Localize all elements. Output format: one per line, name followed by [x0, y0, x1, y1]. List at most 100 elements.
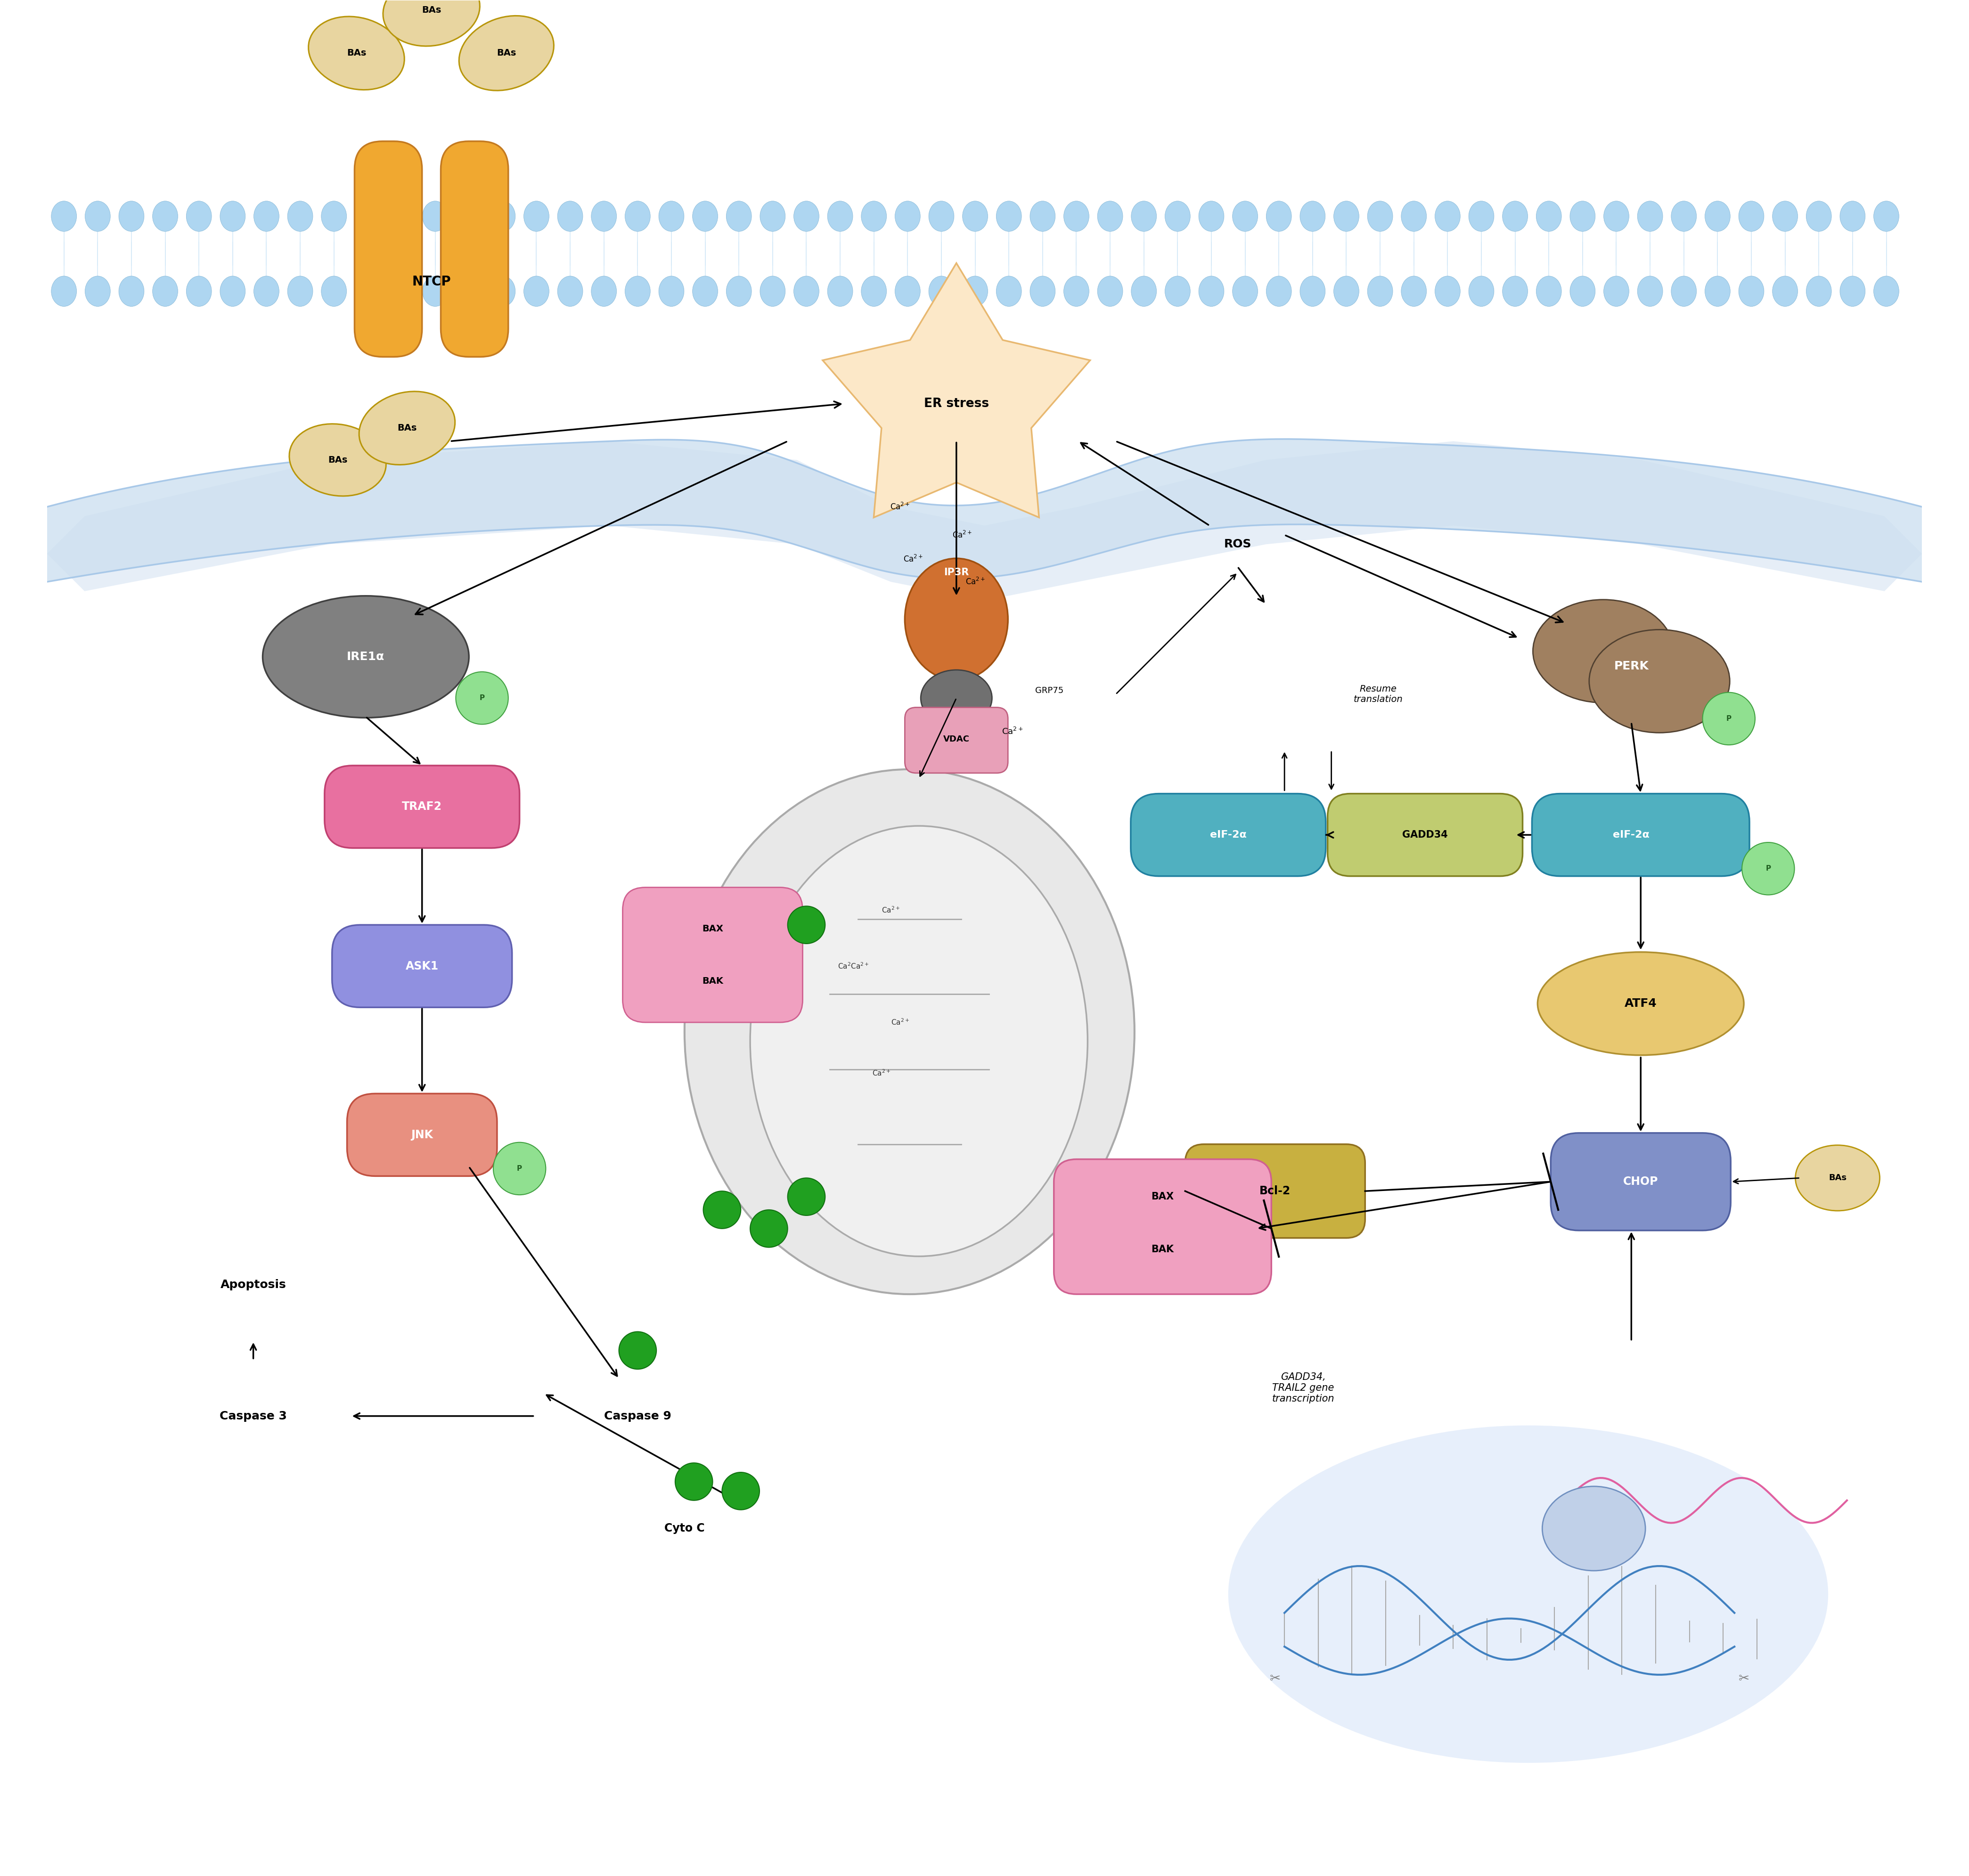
Text: ROS: ROS — [1225, 538, 1252, 550]
Text: BAs: BAs — [421, 6, 441, 15]
Ellipse shape — [557, 201, 583, 231]
Ellipse shape — [693, 276, 719, 306]
Ellipse shape — [1542, 1486, 1646, 1570]
Ellipse shape — [1806, 201, 1831, 231]
Text: Ca$^{2+}$: Ca$^{2+}$ — [882, 906, 900, 914]
Text: Resume
translation: Resume translation — [1353, 685, 1402, 704]
Ellipse shape — [152, 201, 177, 231]
Ellipse shape — [727, 276, 752, 306]
Text: Ca$^{2+}$: Ca$^{2+}$ — [872, 1069, 890, 1077]
Ellipse shape — [685, 769, 1134, 1294]
Ellipse shape — [1772, 276, 1798, 306]
Ellipse shape — [906, 559, 1008, 681]
Ellipse shape — [1536, 201, 1561, 231]
Text: ✂: ✂ — [1270, 1672, 1280, 1685]
Ellipse shape — [660, 276, 683, 306]
Ellipse shape — [1743, 842, 1794, 895]
Ellipse shape — [1300, 201, 1325, 231]
Ellipse shape — [1366, 276, 1392, 306]
FancyBboxPatch shape — [1552, 1133, 1731, 1231]
Ellipse shape — [1469, 276, 1494, 306]
Ellipse shape — [1603, 201, 1628, 231]
Ellipse shape — [321, 276, 347, 306]
Text: BAX: BAX — [703, 925, 723, 932]
Ellipse shape — [1266, 276, 1292, 306]
Text: Ca$^{2+}$: Ca$^{2+}$ — [892, 1019, 910, 1026]
Ellipse shape — [459, 15, 553, 90]
Ellipse shape — [1705, 276, 1731, 306]
Ellipse shape — [1705, 201, 1731, 231]
Ellipse shape — [827, 276, 853, 306]
Ellipse shape — [1132, 201, 1156, 231]
Ellipse shape — [1435, 276, 1461, 306]
Ellipse shape — [1569, 276, 1595, 306]
Text: ATF4: ATF4 — [1624, 998, 1656, 1009]
Ellipse shape — [254, 276, 280, 306]
Ellipse shape — [254, 201, 280, 231]
Ellipse shape — [1233, 201, 1258, 231]
Ellipse shape — [921, 670, 992, 726]
Text: P: P — [478, 694, 484, 702]
Ellipse shape — [1739, 201, 1764, 231]
Ellipse shape — [794, 201, 819, 231]
Ellipse shape — [51, 201, 77, 231]
Ellipse shape — [457, 276, 482, 306]
Ellipse shape — [794, 276, 819, 306]
Text: Bcl-2: Bcl-2 — [1260, 1186, 1292, 1197]
Text: Ca$^2$Ca$^{2+}$: Ca$^2$Ca$^{2+}$ — [837, 962, 868, 970]
FancyBboxPatch shape — [1327, 794, 1522, 876]
Text: BAs: BAs — [496, 49, 516, 58]
Ellipse shape — [1806, 276, 1831, 306]
Ellipse shape — [262, 597, 469, 719]
Ellipse shape — [996, 276, 1022, 306]
Ellipse shape — [354, 201, 380, 231]
FancyBboxPatch shape — [325, 765, 520, 848]
FancyBboxPatch shape — [1185, 1144, 1365, 1238]
Ellipse shape — [727, 201, 752, 231]
Ellipse shape — [423, 276, 447, 306]
Circle shape — [723, 1473, 760, 1510]
Text: IRE1α: IRE1α — [347, 651, 384, 662]
Ellipse shape — [1638, 276, 1662, 306]
Ellipse shape — [1536, 276, 1561, 306]
Ellipse shape — [524, 201, 549, 231]
Ellipse shape — [85, 201, 110, 231]
Ellipse shape — [289, 424, 386, 495]
Text: eIF-2α: eIF-2α — [1209, 831, 1246, 840]
Text: BAs: BAs — [1829, 1174, 1847, 1182]
Text: Ca$^{2+}$: Ca$^{2+}$ — [953, 531, 973, 540]
Text: BAs: BAs — [329, 456, 347, 465]
Ellipse shape — [896, 276, 920, 306]
Ellipse shape — [1229, 1426, 1827, 1763]
Text: P: P — [1766, 865, 1770, 872]
Ellipse shape — [287, 201, 313, 231]
Ellipse shape — [118, 276, 144, 306]
Ellipse shape — [1030, 201, 1055, 231]
Text: Cyto C: Cyto C — [664, 1523, 705, 1535]
FancyBboxPatch shape — [347, 1094, 496, 1176]
Circle shape — [750, 1210, 788, 1248]
Ellipse shape — [1569, 201, 1595, 231]
Ellipse shape — [51, 276, 77, 306]
Ellipse shape — [1166, 276, 1191, 306]
Ellipse shape — [457, 201, 482, 231]
Ellipse shape — [1603, 276, 1628, 306]
Text: GRP75: GRP75 — [1036, 687, 1063, 694]
Text: NTCP: NTCP — [412, 276, 451, 289]
Ellipse shape — [1300, 276, 1325, 306]
Text: ER stress: ER stress — [923, 398, 988, 409]
Text: ASK1: ASK1 — [406, 961, 439, 972]
Ellipse shape — [1266, 201, 1292, 231]
Ellipse shape — [187, 276, 211, 306]
Ellipse shape — [490, 276, 516, 306]
FancyBboxPatch shape — [441, 141, 508, 356]
Ellipse shape — [1402, 201, 1426, 231]
Text: Ca$^{2+}$: Ca$^{2+}$ — [890, 503, 910, 512]
Text: P: P — [1727, 715, 1731, 722]
FancyBboxPatch shape — [1532, 794, 1748, 876]
Ellipse shape — [860, 201, 886, 231]
Ellipse shape — [85, 276, 110, 306]
Ellipse shape — [321, 201, 347, 231]
Ellipse shape — [1333, 276, 1359, 306]
Text: PERK: PERK — [1615, 660, 1648, 672]
